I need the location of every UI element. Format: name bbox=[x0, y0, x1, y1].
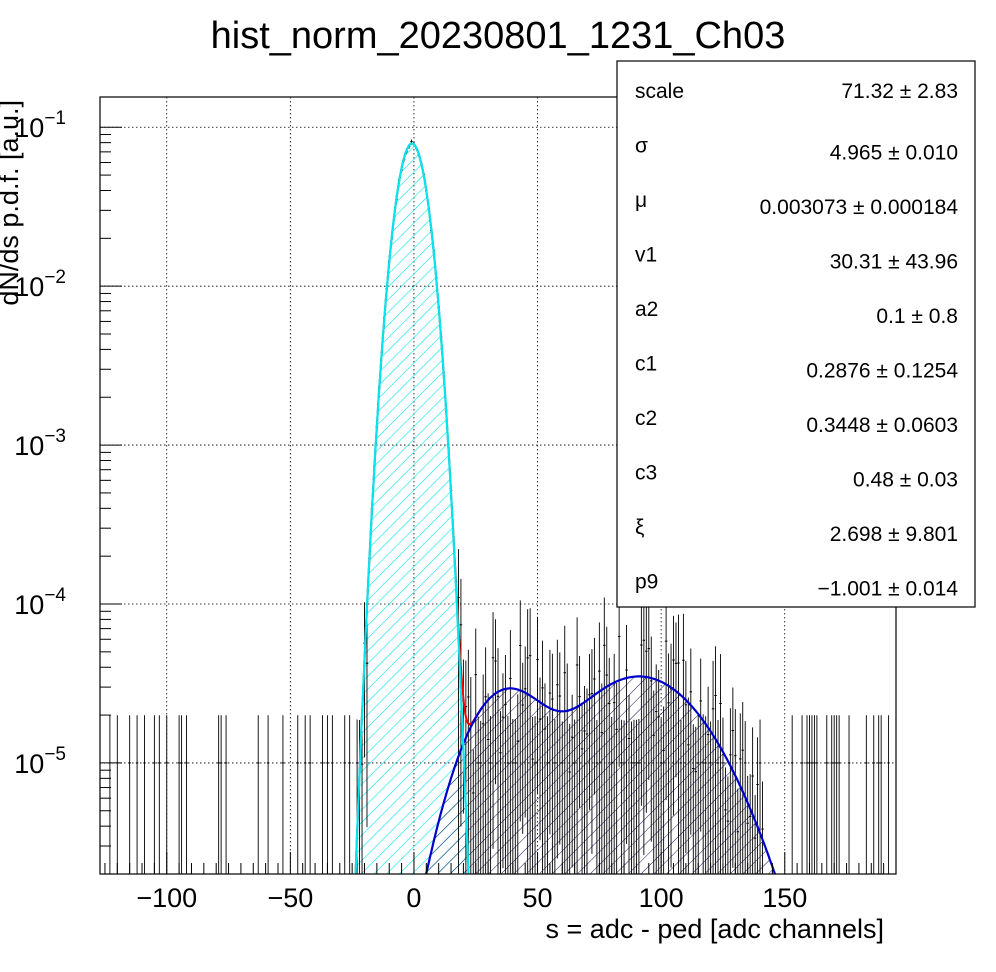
y-axis-label: dN/ds p.d.f. [a.u.] bbox=[0, 100, 24, 306]
stats-param-value: 0.48 ± 0.03 bbox=[853, 469, 958, 492]
fit-curves bbox=[354, 142, 777, 874]
x-axis-label: s = adc - ped [adc channels] bbox=[546, 914, 884, 944]
stats-box: scale 71.32 ± 2.83 σ 4.965 ± 0.010 μ 0.003073… bbox=[616, 60, 976, 608]
stats-param-value: 0.2876 ± 0.1254 bbox=[806, 360, 958, 383]
stats-param-value: 71.32 ± 2.83 bbox=[841, 80, 958, 103]
stats-param-value: 4.965 ± 0.010 bbox=[830, 142, 958, 165]
y-tick-label: 10−2 bbox=[14, 267, 66, 302]
stats-box-frame bbox=[616, 60, 976, 608]
stats-param-name: c2 bbox=[635, 407, 657, 430]
y-axis: 10−5 10−4 10−3 10−2 10−1 bbox=[14, 108, 122, 875]
x-tick-label: −100 bbox=[136, 883, 197, 913]
gauss-fit-fill bbox=[355, 143, 469, 874]
bump-fit-fill bbox=[426, 676, 775, 874]
gauss-fit-curve bbox=[354, 142, 470, 874]
stats-param-name: p9 bbox=[635, 571, 658, 594]
stats-param-value: 0.1 ± 0.8 bbox=[876, 305, 958, 328]
x-tick-label: −50 bbox=[267, 883, 313, 913]
stats-param-value: −1.001 ± 0.014 bbox=[817, 578, 958, 601]
y-tick-label: 10−4 bbox=[14, 585, 66, 620]
stats-param-name: c1 bbox=[635, 353, 657, 376]
x-axis: −100 −50 0 50 100 150 bbox=[104, 852, 897, 913]
stats-param-value: 2.698 ± 9.801 bbox=[830, 523, 958, 546]
stats-param-name: v1 bbox=[635, 244, 657, 267]
stats-param-name: c3 bbox=[635, 462, 657, 485]
stats-param-name: σ bbox=[635, 135, 648, 158]
x-tick-label: 50 bbox=[523, 883, 553, 913]
x-tick-label: 0 bbox=[406, 883, 421, 913]
stats-param-value: 0.003073 ± 0.000184 bbox=[760, 196, 959, 219]
stats-param-name: scale bbox=[635, 80, 684, 103]
histogram-bars bbox=[108, 139, 890, 874]
bump-fit-curve bbox=[425, 675, 777, 874]
fit-fills bbox=[355, 143, 775, 874]
x-tick-label: 150 bbox=[762, 883, 807, 913]
y-tick-label: 10−1 bbox=[14, 108, 66, 143]
stats-param-value: 0.3448 ± 0.0603 bbox=[806, 414, 958, 437]
stats-param-name: μ bbox=[635, 189, 647, 212]
y-tick-label: 10−3 bbox=[14, 426, 66, 461]
chart-title: hist_norm_20230801_1231_Ch03 bbox=[211, 15, 786, 57]
x-tick-label: 100 bbox=[639, 883, 684, 913]
y-tick-label: 10−5 bbox=[14, 744, 66, 779]
stats-param-name: ξ bbox=[635, 516, 644, 539]
stats-param-value: 30.31 ± 43.96 bbox=[830, 251, 958, 274]
stats-param-name: a2 bbox=[635, 298, 658, 321]
